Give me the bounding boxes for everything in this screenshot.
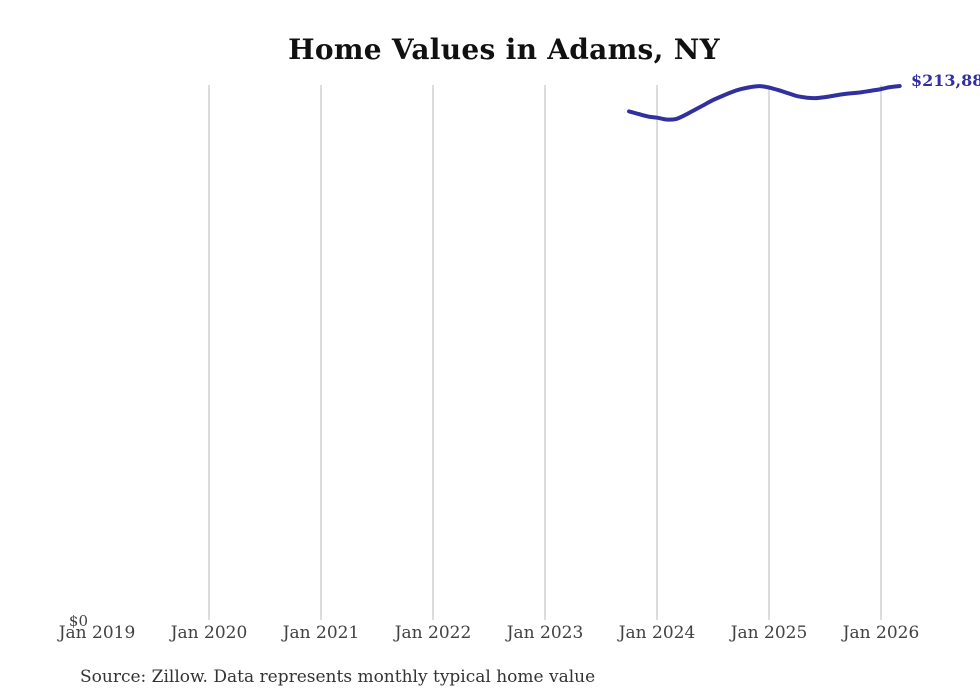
x-tick-label: Jan 2021 bbox=[282, 623, 360, 643]
home-value-line-series bbox=[627, 84, 902, 122]
x-tick-label: Jan 2019 bbox=[58, 623, 136, 643]
chart-title: Home Values in Adams, NY bbox=[288, 33, 720, 66]
x-tick-label: Jan 2022 bbox=[394, 623, 472, 643]
x-tick-label: Jan 2025 bbox=[730, 623, 808, 643]
x-tick-label: Jan 2023 bbox=[506, 623, 584, 643]
source-note: Source: Zillow. Data represents monthly … bbox=[80, 667, 596, 687]
x-tick-label: Jan 2026 bbox=[842, 623, 920, 643]
latest-value-label: $213,888 bbox=[911, 71, 980, 90]
gridlines bbox=[208, 85, 882, 620]
x-tick-label: Jan 2024 bbox=[618, 623, 696, 643]
x-tick-label: Jan 2020 bbox=[170, 623, 248, 643]
y-axis-zero-label: $0 bbox=[68, 612, 88, 630]
